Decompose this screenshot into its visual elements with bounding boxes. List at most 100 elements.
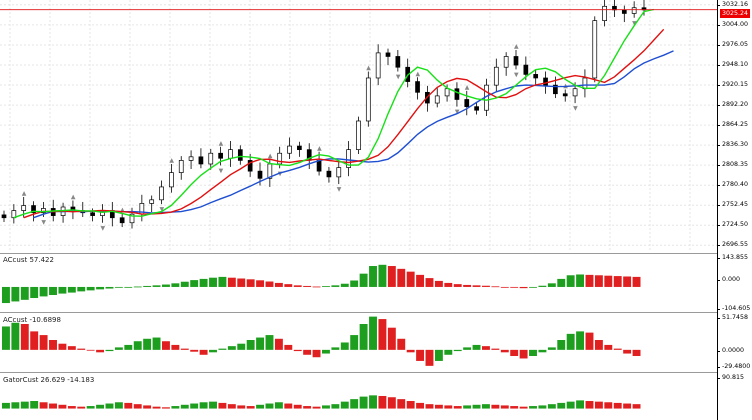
- fractal-down-icon: ▼: [41, 219, 46, 226]
- ao-histogram-bar: [557, 340, 566, 350]
- ac-histogram-bar: [529, 286, 537, 288]
- fractal-down-icon: ▼: [160, 206, 165, 213]
- ao-histogram-bar: [67, 346, 76, 350]
- candle-body: [21, 205, 27, 211]
- price-label: 2948.10: [716, 61, 749, 68]
- ac-histogram-bar: [209, 277, 217, 287]
- candle-body: [149, 199, 155, 204]
- gator-histogram-bar: [472, 404, 481, 409]
- ac-histogram-bar: [11, 286, 20, 302]
- candle-body: [385, 52, 391, 57]
- gator-histogram-bar: [274, 402, 283, 409]
- gator-histogram-bar: [547, 404, 556, 409]
- ao-histogram-bar: [331, 347, 340, 350]
- ac-histogram-bar: [510, 286, 519, 288]
- gator-histogram-bar: [30, 401, 39, 409]
- gator-histogram-bar: [594, 401, 603, 409]
- ac-histogram-bar: [538, 285, 547, 287]
- ao-histogram-bar: [237, 343, 246, 350]
- gator-histogram-bar: [293, 404, 302, 409]
- ao-histogram-bar: [453, 349, 462, 352]
- ac-histogram-bar: [124, 286, 133, 288]
- current-price-tag: 3025.24: [719, 9, 750, 18]
- ao-histogram-bar: [284, 344, 293, 350]
- gator-histogram-bar: [519, 406, 528, 409]
- ao-histogram-bar: [594, 340, 603, 350]
- ao-histogram-bar: [369, 316, 377, 350]
- candle-body: [572, 88, 578, 97]
- chart-canvas[interactable]: ▲▼▲▼▲▼▲▲▼▲▼▲▼▲▼▲▼▲▲▼▲▼▲▼: [0, 0, 718, 420]
- ac-histogram-bar: [406, 271, 415, 287]
- ao-histogram-bar: [30, 331, 39, 350]
- ao-min-label: -29.4800: [716, 363, 751, 370]
- fractal-up-icon: ▲: [465, 84, 470, 91]
- candle-body: [513, 56, 519, 66]
- fractal-down-icon: ▼: [573, 105, 578, 112]
- gator-histogram-bar: [227, 404, 236, 409]
- gator-histogram-bar: [67, 406, 76, 409]
- ac-histogram-bar: [162, 284, 170, 287]
- ac-histogram-bar: [397, 268, 406, 287]
- ac-histogram-bar: [67, 286, 76, 293]
- ac-histogram-bar: [425, 278, 434, 287]
- ao-histogram-bar: [472, 344, 481, 350]
- candle-body: [464, 99, 470, 107]
- gator-histogram-bar: [566, 401, 575, 409]
- pane-separator[interactable]: [0, 372, 718, 373]
- gator-histogram-bar: [529, 406, 537, 409]
- ao-histogram-bar: [482, 346, 490, 350]
- ac-histogram-bar: [284, 284, 293, 287]
- price-label: 2892.20: [716, 101, 749, 109]
- ao-histogram-bar: [387, 327, 396, 350]
- price-label: 2780.40: [716, 181, 749, 189]
- price-label: 2808.35: [716, 161, 749, 169]
- fractal-up-icon: ▲: [514, 43, 519, 50]
- gator-histogram-bar: [39, 402, 48, 409]
- price-label: 3032.16: [716, 0, 749, 8]
- alligator-lips-line: [13, 8, 654, 219]
- candle-body: [356, 120, 361, 151]
- ao-histogram-bar: [180, 348, 189, 350]
- ao-histogram-bar: [632, 349, 641, 357]
- ac-histogram-bar: [632, 276, 641, 287]
- ac-histogram-bar: [444, 282, 453, 287]
- ac-histogram-bar: [482, 285, 490, 287]
- ac-histogram-bar: [387, 266, 396, 287]
- candle-body: [631, 7, 637, 14]
- ao-histogram-bar: [613, 348, 622, 350]
- ao-histogram-bar: [350, 335, 359, 350]
- fractal-down-icon: ▼: [219, 167, 224, 174]
- ao-histogram-bar: [425, 349, 434, 366]
- ac-zero-label: 0.000: [716, 276, 741, 283]
- ao-histogram-bar: [623, 349, 632, 354]
- ao-histogram-bar: [39, 335, 48, 350]
- gator-histogram-bar: [190, 403, 199, 409]
- ao-histogram-bar: [274, 338, 283, 350]
- ac-max-label: 143.855: [716, 254, 749, 261]
- pane-separator[interactable]: [0, 312, 718, 313]
- ao-histogram-bar: [340, 342, 349, 350]
- pane-separator[interactable]: [0, 253, 718, 254]
- ac-histogram-bar: [350, 280, 359, 287]
- price-scale[interactable]: 3032.16 3004.00 2976.05 2948.10 2920.15 2892.…: [716, 0, 752, 420]
- gator-histogram-bar: [105, 403, 114, 409]
- ao-histogram-bar: [105, 349, 114, 352]
- ac-histogram-bar: [20, 286, 29, 300]
- candle-body: [297, 145, 302, 151]
- ac-histogram-bar: [369, 266, 377, 287]
- ao-histogram-bar: [227, 346, 236, 350]
- gator-histogram-bar: [218, 402, 227, 409]
- ac-histogram-bar: [557, 278, 566, 287]
- gator-histogram-bar: [246, 406, 255, 409]
- ac-histogram-bar: [293, 285, 302, 287]
- ao-histogram-bar: [143, 338, 152, 350]
- ao-histogram-bar: [199, 349, 208, 355]
- ac-histogram-bar: [613, 276, 622, 287]
- price-label: 2752.45: [716, 201, 749, 209]
- ac-min-label: -104.605: [716, 305, 751, 312]
- candle-body: [287, 145, 292, 154]
- price-label: 3004.00: [716, 20, 749, 28]
- ao-histogram-bar: [265, 335, 274, 350]
- gator-histogram-bar: [491, 404, 500, 409]
